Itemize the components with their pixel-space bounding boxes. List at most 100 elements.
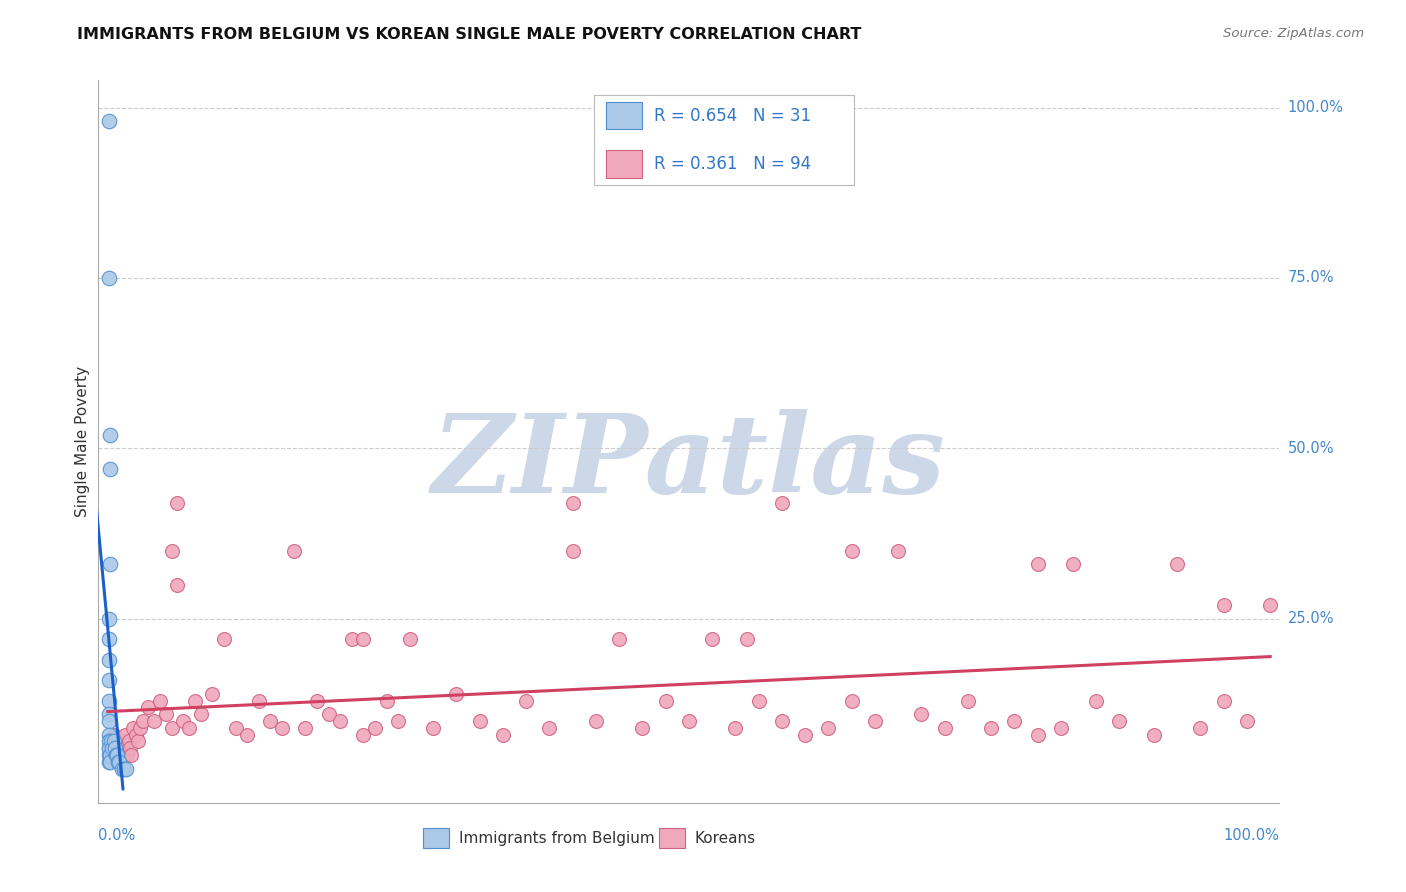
Point [794,728,817,742]
Point [1258,598,1281,612]
Point [118,741,141,756]
Text: R = 0.361   N = 94: R = 0.361 N = 94 [654,155,811,173]
Point [1166,558,1188,572]
Point [127,734,149,748]
Point [108,741,131,756]
Point [585,714,607,728]
Point [120,748,142,763]
Point [841,693,863,707]
Point [863,714,886,728]
Point [318,707,340,722]
Text: Source: ZipAtlas.com: Source: ZipAtlas.com [1223,27,1364,40]
Point [98,707,121,722]
Point [980,721,1002,735]
Point [97,114,120,128]
Point [538,721,561,735]
Point [114,728,136,742]
Point [104,734,127,748]
FancyBboxPatch shape [606,151,641,178]
Point [111,741,134,756]
Point [770,714,793,728]
Point [294,721,316,735]
Point [98,714,121,728]
Point [1026,728,1049,742]
Point [129,721,152,735]
Point [654,693,676,707]
Point [375,693,398,707]
Point [1212,693,1234,707]
Point [910,707,932,722]
Point [117,748,139,763]
Point [190,707,212,722]
Point [305,693,328,707]
Point [105,748,128,763]
Text: 100.0%: 100.0% [1223,828,1279,843]
Point [160,721,183,735]
Point [97,632,120,647]
Point [97,653,120,667]
Point [446,687,468,701]
Point [1108,714,1130,728]
Point [201,687,224,701]
Point [724,721,747,735]
Point [97,755,120,769]
Point [172,714,194,728]
Point [97,693,120,707]
Point [101,741,124,756]
Point [1236,714,1258,728]
Point [124,728,146,742]
Point [387,714,409,728]
Point [678,714,700,728]
Text: 25.0%: 25.0% [1288,611,1334,626]
Point [748,693,770,707]
Point [115,762,138,776]
Point [735,632,758,647]
Point [155,707,177,722]
Point [247,693,270,707]
Point [283,543,305,558]
Point [1143,728,1166,742]
Point [97,673,120,687]
Point [110,748,132,763]
Text: Koreans: Koreans [695,830,756,846]
Point [97,271,120,285]
Point [97,741,120,756]
Point [561,543,583,558]
Point [259,714,281,728]
Point [515,693,537,707]
Point [112,762,135,776]
Y-axis label: Single Male Poverty: Single Male Poverty [75,366,90,517]
Text: 50.0%: 50.0% [1288,441,1334,456]
Point [212,632,235,647]
Point [98,755,121,769]
Point [561,496,583,510]
Point [329,714,352,728]
Text: 75.0%: 75.0% [1288,270,1334,285]
Point [399,632,422,647]
FancyBboxPatch shape [595,95,855,185]
Point [631,721,654,735]
Text: 0.0%: 0.0% [98,828,135,843]
Point [887,543,910,558]
Text: 100.0%: 100.0% [1288,100,1344,115]
Point [468,714,491,728]
Point [104,741,127,756]
Point [225,721,247,735]
Point [340,632,363,647]
Point [1050,721,1073,735]
Point [98,558,121,572]
Point [103,734,125,748]
Point [98,734,121,748]
Point [236,728,259,742]
FancyBboxPatch shape [606,102,641,129]
Point [1189,721,1212,735]
Point [166,496,188,510]
Text: Immigrants from Belgium: Immigrants from Belgium [458,830,654,846]
Point [111,762,134,776]
Point [1084,693,1107,707]
Point [934,721,956,735]
Point [111,734,134,748]
Point [107,755,129,769]
Point [107,734,129,748]
Point [770,496,793,510]
